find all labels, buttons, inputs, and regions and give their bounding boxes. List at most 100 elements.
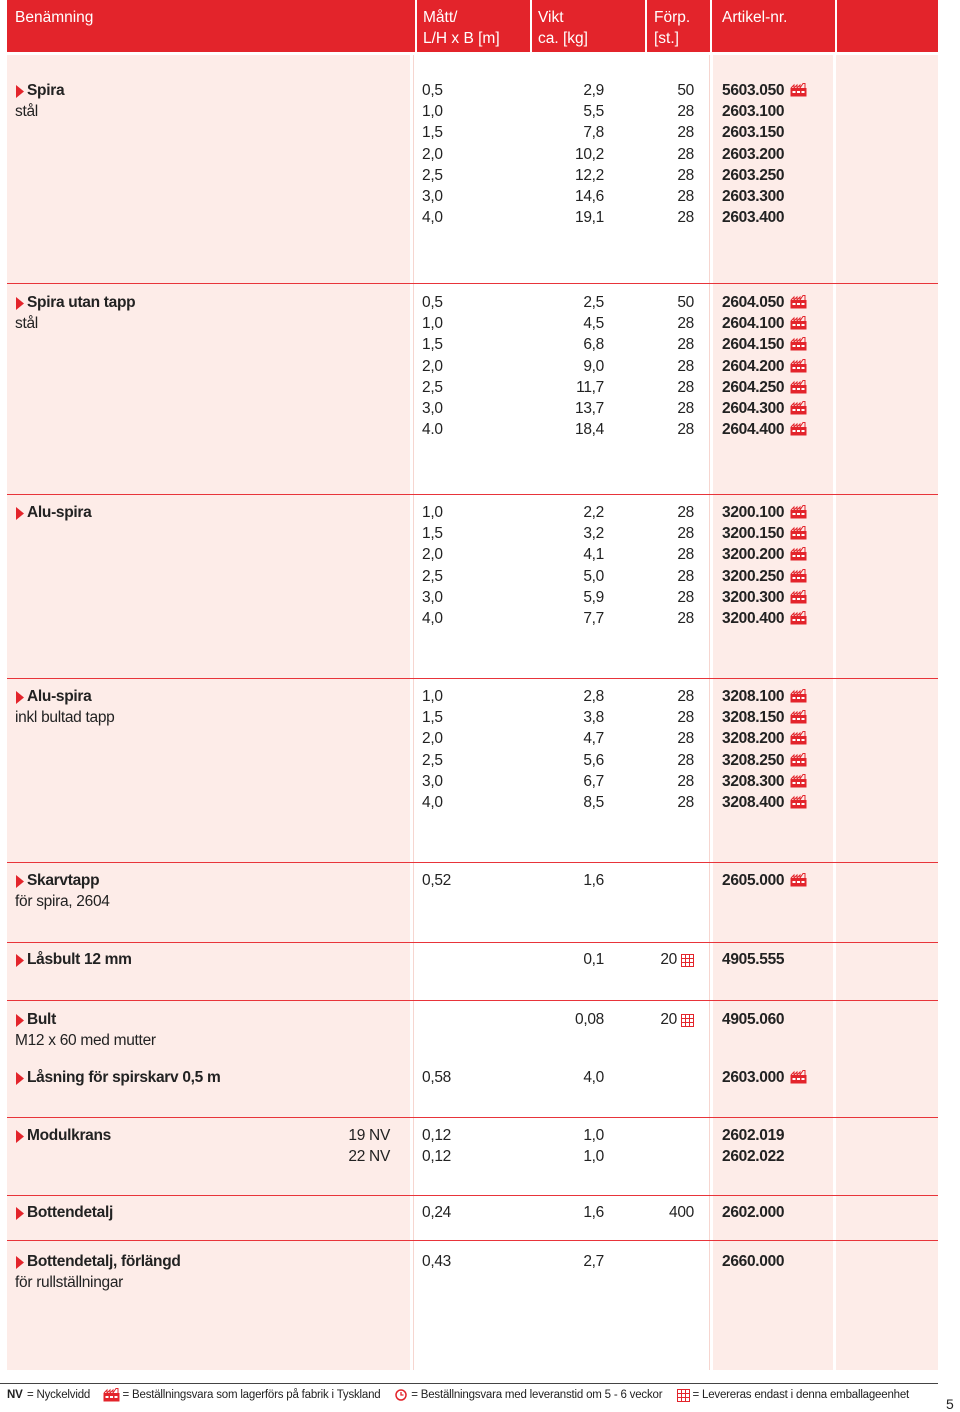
- factory-icon: [790, 710, 807, 724]
- item-subtitle: för spira, 2604: [15, 893, 110, 911]
- legend-text: = Beställningsvara med leveranstid om 5 …: [411, 1389, 663, 1401]
- tri-icon: [16, 507, 24, 520]
- article-nr: 3200.250: [722, 567, 785, 585]
- size: 1,5: [422, 124, 443, 142]
- col-bg: [7, 55, 410, 1370]
- factory-icon: [790, 316, 807, 330]
- factory-icon: [790, 773, 807, 788]
- pack: 28: [677, 400, 694, 417]
- weight: 3,2: [583, 525, 604, 543]
- weight: 13,7: [575, 400, 604, 417]
- weight: 19,1: [575, 209, 604, 227]
- pack: 28: [677, 124, 694, 142]
- row-separator: [7, 1117, 938, 1118]
- size: 2,5: [422, 567, 443, 585]
- article-nr: 2603.250: [722, 166, 785, 184]
- tri-icon: [16, 875, 24, 888]
- pack: 50: [677, 82, 694, 99]
- article-nr: 2604.300: [722, 400, 785, 417]
- note: 22 NV: [348, 1148, 390, 1166]
- article-nr: 3200.200: [722, 546, 785, 564]
- weight: 9,0: [583, 357, 604, 375]
- tri-icon: [16, 1014, 24, 1027]
- item-name: Alu-spira: [27, 688, 92, 705]
- article-nr: 2604.150: [722, 336, 785, 354]
- article-nr: 3208.200: [722, 730, 785, 748]
- article-nr: 4905.060: [722, 1011, 785, 1028]
- weight: 4,0: [583, 1069, 604, 1086]
- header-cell: Artikel-nr.: [722, 9, 788, 26]
- pack: 28: [677, 315, 694, 333]
- size: 2,0: [422, 730, 443, 748]
- article-nr: 3200.100: [722, 504, 785, 521]
- weight: 14,6: [575, 188, 604, 205]
- tri-icon: [16, 297, 24, 310]
- weight: 12,2: [575, 166, 604, 184]
- size: 0,5: [422, 82, 443, 99]
- clock-icon: [395, 1389, 407, 1401]
- size: 0,24: [422, 1204, 451, 1221]
- weight: 1,6: [583, 872, 604, 889]
- weight: 4,7: [583, 730, 604, 748]
- item-name: Låsning för spirskarv 0,5 m: [27, 1069, 221, 1086]
- tri-icon: [16, 1207, 24, 1220]
- weight: 6,7: [583, 772, 604, 790]
- pack: 28: [677, 794, 694, 811]
- article-nr: 4905.555: [722, 951, 785, 968]
- article-nr: 3200.150: [722, 525, 785, 543]
- article-nr: 3208.100: [722, 688, 785, 705]
- size: 3,0: [422, 188, 443, 205]
- factory-icon: [790, 689, 807, 703]
- factory-icon: [790, 589, 807, 604]
- article-nr: 3200.300: [722, 588, 785, 606]
- item-name: Bottendetalj, förlängd: [27, 1253, 181, 1270]
- size: 1,5: [422, 709, 443, 727]
- article-nr: 2660.000: [722, 1253, 785, 1270]
- article-nr: 2603.100: [722, 103, 785, 121]
- factory-icon: [790, 795, 807, 809]
- note: 19 NV: [348, 1127, 390, 1144]
- size: 4,0: [422, 610, 443, 627]
- size: 3,0: [422, 400, 443, 417]
- row-separator: [7, 678, 938, 679]
- pack: 28: [677, 209, 694, 227]
- article-nr: 3208.400: [722, 794, 785, 811]
- size: 2,5: [422, 166, 443, 184]
- tri-icon: [16, 1072, 24, 1085]
- article-nr: 2604.250: [722, 378, 785, 396]
- legend-text: = Nyckelvidd: [26, 1389, 91, 1401]
- weight: 5,6: [583, 751, 604, 769]
- size: 4,0: [422, 794, 443, 811]
- weight: 3,8: [583, 709, 604, 727]
- pack: 28: [677, 103, 694, 121]
- pack: 28: [677, 751, 694, 769]
- size: 1,0: [422, 315, 443, 333]
- size: 0,5: [422, 294, 443, 311]
- tri-icon: [16, 1130, 24, 1143]
- size: 0,43: [422, 1253, 451, 1270]
- factory-icon: [790, 83, 807, 97]
- pack: 28: [677, 421, 694, 439]
- item-subtitle: stål: [15, 315, 38, 333]
- row-separator: [7, 942, 938, 943]
- header-cell: Benämning: [15, 9, 94, 26]
- factory-icon: [790, 731, 807, 745]
- weight: 7,7: [583, 610, 604, 627]
- pack: 400: [669, 1204, 694, 1221]
- row-separator: [7, 494, 938, 495]
- pack: 28: [677, 730, 694, 748]
- grid-icon: [681, 1014, 694, 1027]
- pack: 28: [677, 688, 694, 705]
- article-nr: 2603.200: [722, 145, 785, 163]
- legend-key: NV: [7, 1389, 23, 1401]
- factory-icon: [790, 752, 807, 767]
- factory-icon: [790, 379, 807, 394]
- weight: 1,6: [583, 1204, 604, 1221]
- pack: 28: [677, 336, 694, 354]
- pack: 28: [677, 709, 694, 727]
- weight: 6,8: [583, 336, 604, 354]
- item-subtitle: för rullställningar: [15, 1274, 124, 1292]
- size: 1,0: [422, 103, 443, 121]
- size: 2,0: [422, 546, 443, 564]
- pack: 28: [677, 525, 694, 543]
